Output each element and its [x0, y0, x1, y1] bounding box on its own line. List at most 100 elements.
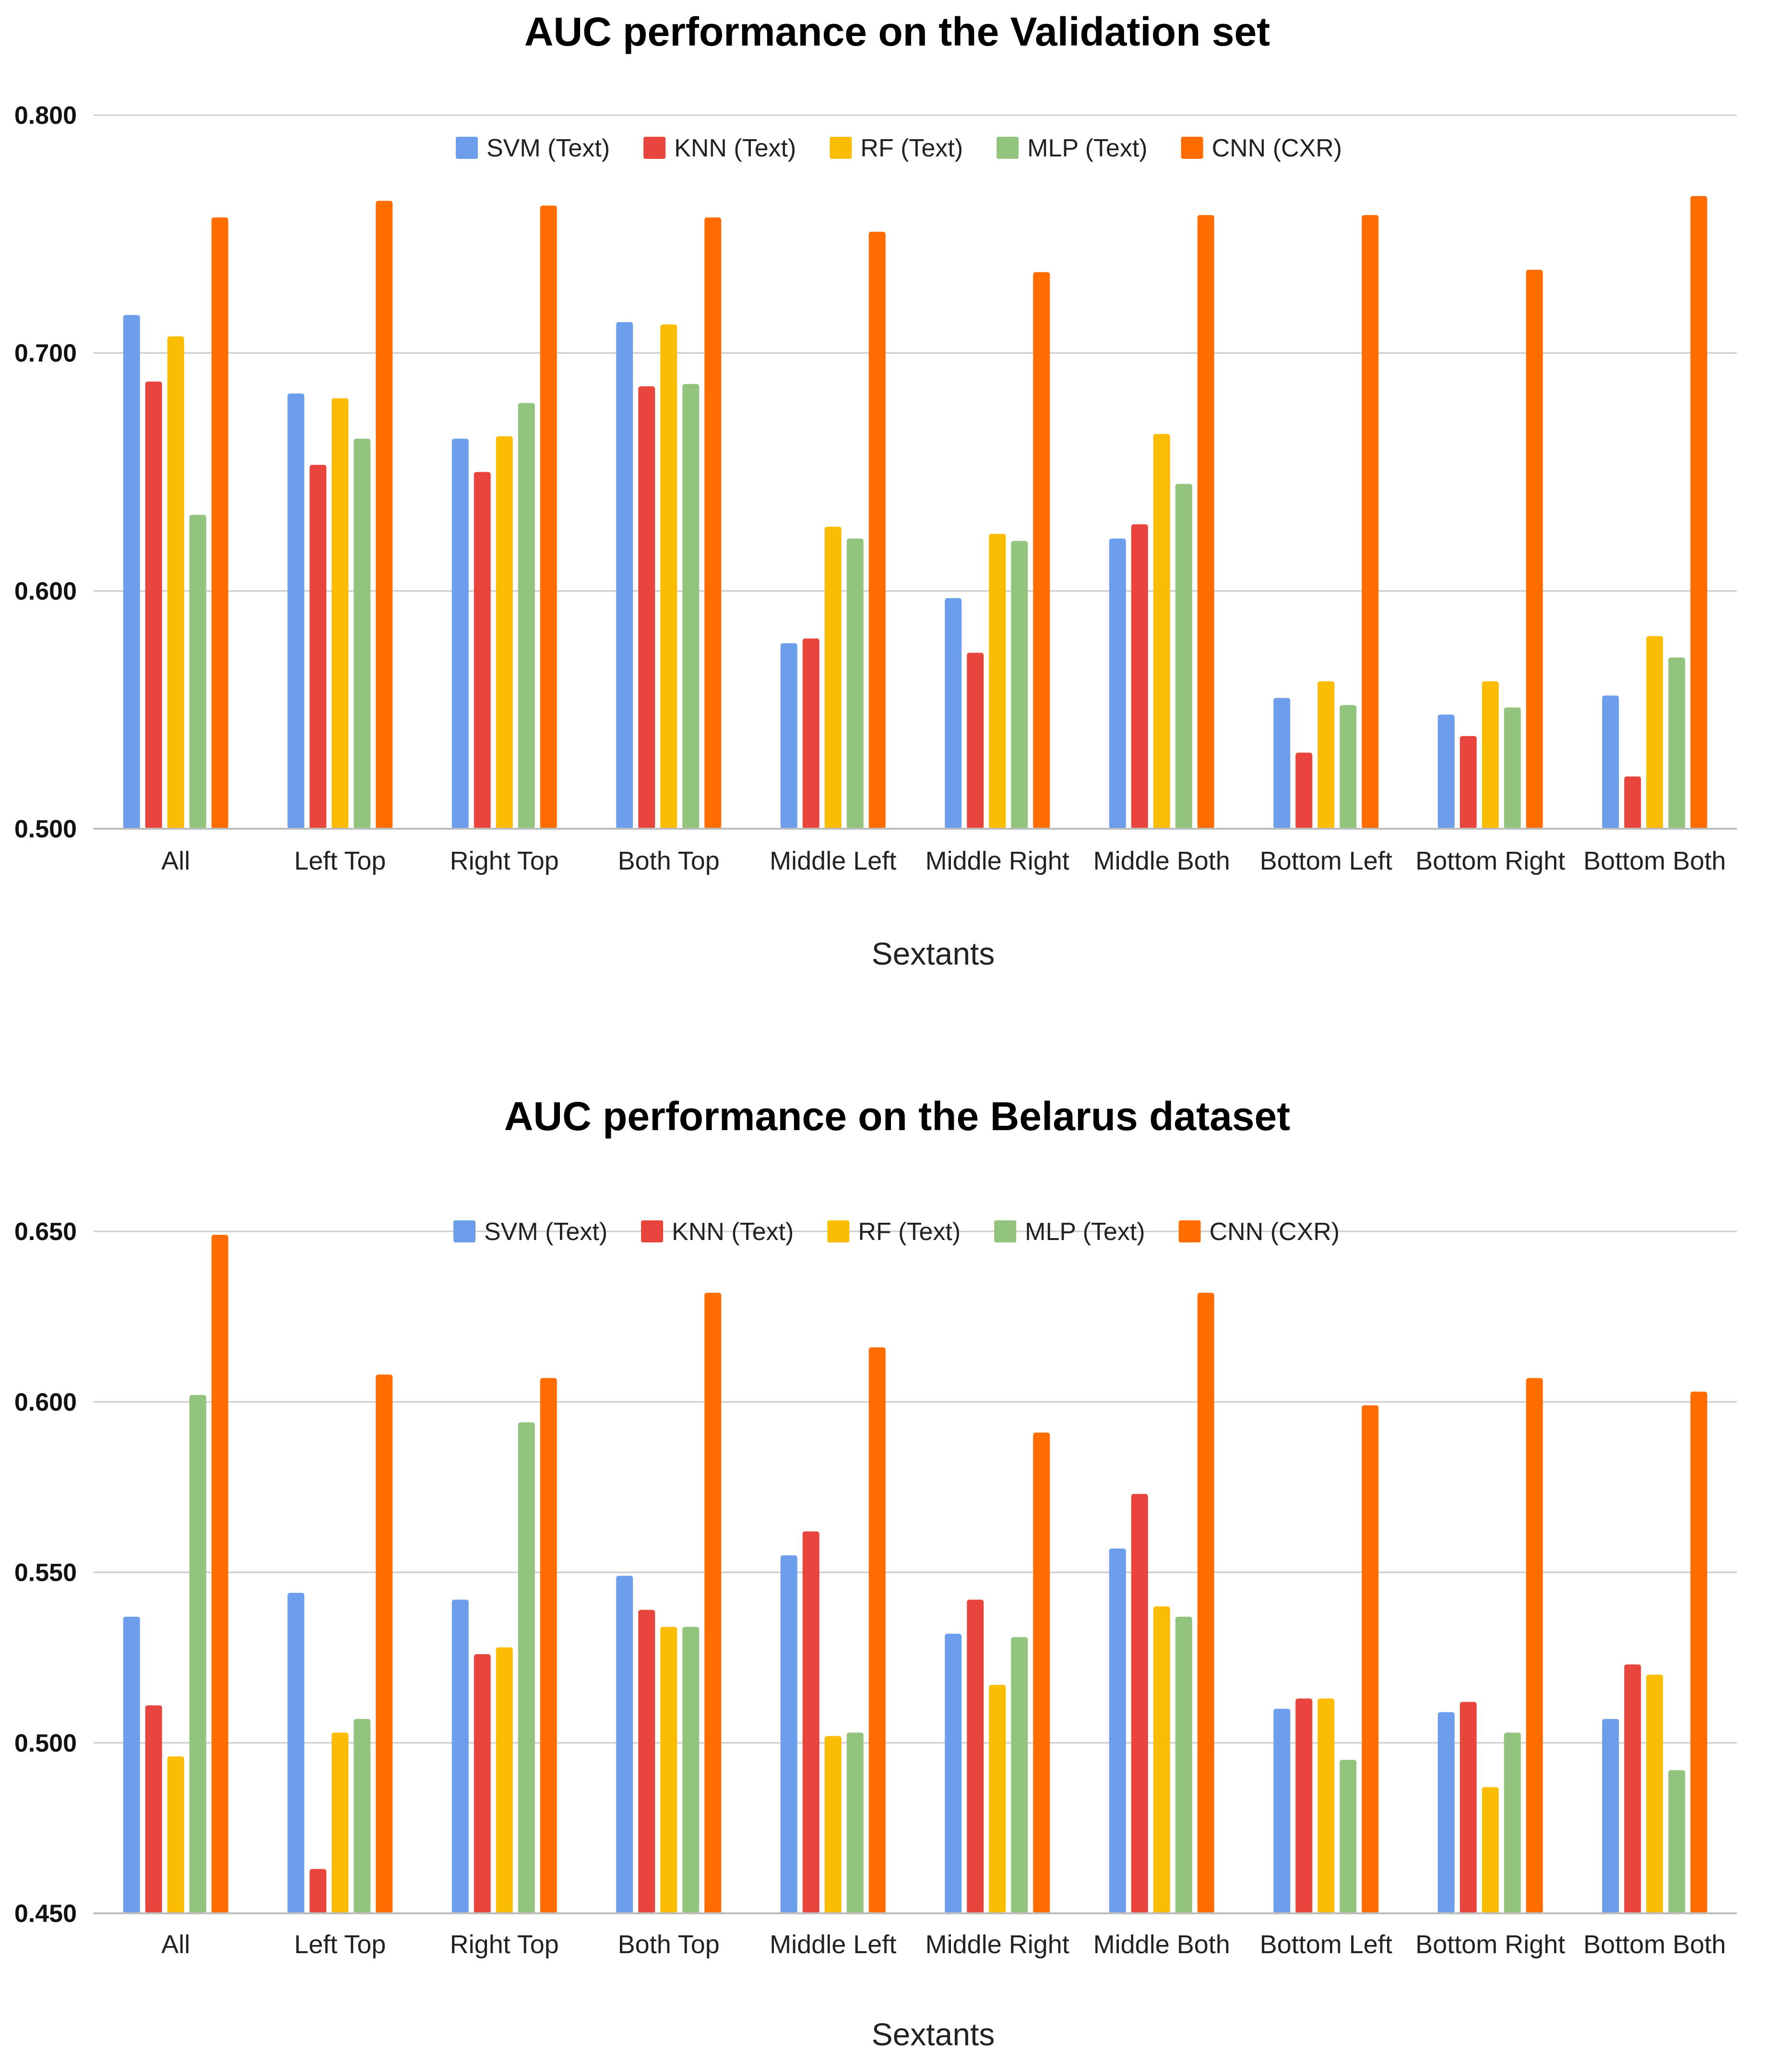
bar-knn — [638, 386, 655, 829]
bar-knn — [309, 1869, 327, 1913]
bar-svm — [780, 643, 797, 829]
bar-rf — [1153, 1606, 1170, 1913]
bar-svm — [1273, 1708, 1291, 1913]
legend-swatch — [453, 1220, 475, 1242]
legend-item: MLP (Text) — [997, 134, 1148, 162]
bar-knn — [474, 1654, 491, 1913]
legend-label: MLP (Text) — [1027, 134, 1147, 162]
bar-knn — [967, 653, 984, 829]
x-tick-label: Bottom Right — [1415, 1930, 1565, 1959]
x-tick-label: All — [161, 1930, 190, 1959]
bar-knn — [309, 465, 327, 829]
bar-svm — [451, 1599, 469, 1913]
bar-svm — [287, 1593, 305, 1913]
legend-item: CNN (CXR) — [1178, 1218, 1340, 1246]
bar-cnn — [868, 1347, 886, 1913]
bar-svm — [616, 1575, 633, 1913]
bar-knn — [638, 1610, 655, 1913]
bar-cnn — [540, 205, 557, 829]
legend-swatch — [830, 137, 852, 159]
chart2: 0.450 0.500 0.550 0.600 0.650 All Left Top Righ… — [14, 1218, 1737, 1959]
bar-mlp — [846, 538, 864, 829]
bar-cnn — [1033, 1432, 1050, 1913]
bar-cnn — [376, 1374, 393, 1913]
x-tick-label: Right Top — [450, 847, 559, 875]
bar-cnn — [376, 201, 393, 829]
legend-item: KNN (Text) — [643, 134, 796, 162]
bar-mlp — [518, 1422, 535, 1913]
legend-label: RF (Text) — [858, 1218, 961, 1246]
bar-cnn — [1362, 215, 1379, 829]
bar-mlp — [354, 1719, 371, 1913]
bar-knn — [967, 1599, 984, 1913]
bar-knn — [1295, 752, 1313, 829]
legend-swatch — [456, 137, 478, 159]
legend-item: SVM (Text) — [453, 1218, 607, 1246]
legend-label: RF (Text) — [860, 134, 963, 162]
bar-rf — [496, 436, 513, 829]
x-tick-label: Bottom Left — [1260, 1930, 1392, 1959]
bar-mlp — [1175, 1616, 1192, 1913]
bar-cnn — [704, 1292, 722, 1913]
bar-svm — [616, 322, 633, 829]
bar-mlp — [189, 1395, 206, 1913]
chart2-title: AUC performance on the Belarus dataset — [504, 1094, 1290, 1139]
bar-mlp — [1340, 705, 1357, 829]
legend-swatch — [1181, 137, 1203, 159]
bar-cnn — [1033, 272, 1050, 829]
legend-swatch — [994, 1220, 1017, 1242]
legend-swatch — [643, 137, 666, 159]
bar-cnn — [1362, 1405, 1379, 1913]
x-tick-label: Both Top — [618, 847, 720, 875]
legend-swatch — [1178, 1220, 1201, 1242]
bar-knn — [802, 1531, 819, 1913]
legend-label: MLP (Text) — [1025, 1218, 1145, 1246]
y-tick-label: 0.500 — [14, 815, 77, 843]
bar-mlp — [682, 384, 700, 829]
legend-item: KNN (Text) — [641, 1218, 794, 1246]
chart1-x-axis-label: Sextants — [872, 936, 995, 971]
bar-mlp — [518, 403, 535, 829]
bar-rf — [1646, 636, 1663, 829]
y-tick-label: 0.650 — [14, 1218, 77, 1246]
legend-label: KNN (Text) — [674, 134, 796, 162]
bar-mlp — [682, 1627, 700, 1913]
bar-mlp — [1668, 657, 1685, 829]
bar-knn — [1131, 524, 1148, 829]
chart2-x-axis-label: Sextants — [872, 2016, 995, 2052]
bar-mlp — [354, 439, 371, 829]
bar-rf — [332, 398, 349, 829]
bar-cnn — [211, 217, 228, 829]
bar-knn — [474, 472, 491, 829]
bar-rf — [1317, 681, 1335, 829]
legend-label: SVM (Text) — [484, 1218, 607, 1246]
bar-cnn — [1197, 215, 1214, 829]
bar-mlp — [1011, 1637, 1028, 1913]
bar-svm — [780, 1555, 797, 1913]
x-tick-label: Left Top — [294, 1930, 386, 1959]
bar-cnn — [1526, 270, 1543, 829]
legend-swatch — [997, 137, 1019, 159]
x-tick-label: Right Top — [450, 1930, 559, 1959]
bar-knn — [145, 382, 162, 829]
x-tick-label: Middle Both — [1093, 847, 1230, 875]
legend: SVM (Text) KNN (Text) RF (Text) MLP (Text) C… — [453, 1218, 1737, 1246]
bar-cnn — [1526, 1378, 1543, 1913]
x-tick-label: Bottom Right — [1415, 847, 1565, 875]
bar-svm — [123, 1616, 140, 1913]
bar-rf — [660, 324, 677, 829]
x-tick-label: Middle Left — [770, 847, 896, 875]
y-tick-label: 0.600 — [14, 577, 77, 605]
legend-label: KNN (Text) — [672, 1218, 794, 1246]
bar-knn — [1624, 776, 1641, 829]
legend-item: CNN (CXR) — [1181, 134, 1342, 162]
bar-rf — [496, 1647, 513, 1913]
bar-cnn — [704, 217, 722, 829]
legend-label: CNN (CXR) — [1212, 134, 1342, 162]
bar-svm — [1109, 1548, 1126, 1913]
legend-item: RF (Text) — [830, 134, 963, 162]
legend-label: SVM (Text) — [487, 134, 610, 162]
bar-mlp — [1175, 484, 1192, 829]
y-tick-label: 0.450 — [14, 1900, 77, 1928]
x-tick-label: Middle Left — [770, 1930, 896, 1959]
